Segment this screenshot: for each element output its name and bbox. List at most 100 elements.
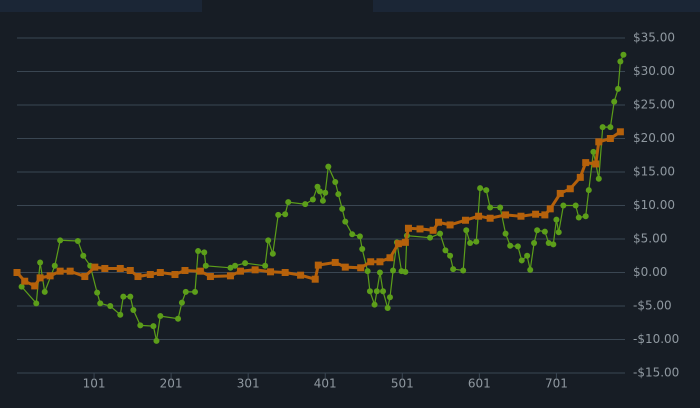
point [57, 237, 64, 244]
y-tick-label: $25.00 [633, 98, 675, 112]
point [560, 202, 567, 209]
point [615, 85, 622, 92]
point [402, 268, 409, 275]
point [517, 212, 525, 220]
point [427, 234, 434, 241]
point [18, 283, 25, 290]
point [262, 262, 269, 269]
point [265, 237, 272, 244]
point [349, 231, 356, 238]
point [483, 187, 490, 194]
point [31, 282, 39, 290]
point [285, 199, 292, 206]
point [36, 274, 44, 282]
point [267, 268, 275, 276]
point [309, 196, 316, 203]
point [201, 249, 208, 256]
x-tick-label: 501 [391, 377, 414, 391]
x-tick-label: 401 [314, 377, 337, 391]
point [171, 271, 179, 279]
point [46, 272, 54, 280]
point [376, 258, 384, 266]
point [226, 272, 234, 280]
point [91, 263, 99, 271]
y-tick-label: -$10.00 [633, 332, 679, 346]
point [182, 288, 189, 295]
point [107, 303, 114, 309]
point [157, 313, 164, 320]
point [566, 185, 574, 193]
point [532, 210, 540, 218]
point [297, 271, 305, 279]
point [275, 211, 282, 218]
point [202, 262, 209, 269]
point [534, 227, 541, 234]
point [94, 289, 101, 296]
point [475, 212, 483, 220]
point [404, 224, 412, 232]
point [394, 240, 402, 248]
point [322, 189, 329, 196]
y-tick-label: $35.00 [633, 31, 675, 45]
y-tick-label: -$15.00 [633, 366, 679, 380]
point [227, 264, 234, 271]
point [236, 267, 244, 275]
y-tick-label: $0.00 [633, 265, 667, 279]
point [319, 197, 326, 204]
point [341, 263, 349, 271]
point [153, 337, 160, 344]
point [56, 267, 64, 275]
point [13, 269, 21, 276]
point [101, 264, 109, 272]
point [126, 266, 134, 274]
tab[interactable] [0, 0, 202, 12]
point [507, 242, 514, 249]
point [486, 214, 494, 222]
point [473, 238, 480, 245]
point [401, 238, 409, 246]
point [555, 229, 562, 236]
point [447, 252, 454, 259]
point [196, 267, 204, 275]
x-tick-label: 701 [545, 377, 568, 391]
point [371, 301, 378, 308]
point [541, 211, 549, 219]
point [541, 228, 548, 235]
point [357, 264, 365, 272]
point [592, 160, 600, 168]
point [585, 187, 592, 194]
point [582, 159, 590, 167]
point [156, 269, 164, 276]
point [80, 252, 87, 259]
point [386, 294, 393, 301]
point [314, 183, 321, 190]
point [232, 262, 239, 269]
point [356, 233, 363, 240]
point [314, 261, 322, 269]
point [206, 273, 214, 281]
point [582, 213, 589, 220]
y-tick-label: $5.00 [633, 232, 667, 246]
point [429, 226, 437, 234]
point [467, 240, 474, 247]
point [390, 267, 397, 274]
point [380, 288, 387, 295]
point [437, 230, 444, 237]
point [611, 98, 618, 105]
point [518, 257, 525, 264]
point [527, 266, 534, 273]
point [487, 204, 494, 211]
point [477, 185, 484, 192]
y-tick-label: $15.00 [633, 165, 675, 179]
point [175, 315, 182, 322]
point [572, 202, 579, 209]
point [502, 230, 509, 237]
x-tick-label: 601 [468, 377, 491, 391]
series-line [21, 54, 625, 341]
point [546, 205, 554, 213]
point [134, 273, 142, 281]
tab[interactable] [373, 0, 700, 12]
point [21, 277, 29, 285]
point [51, 262, 58, 269]
